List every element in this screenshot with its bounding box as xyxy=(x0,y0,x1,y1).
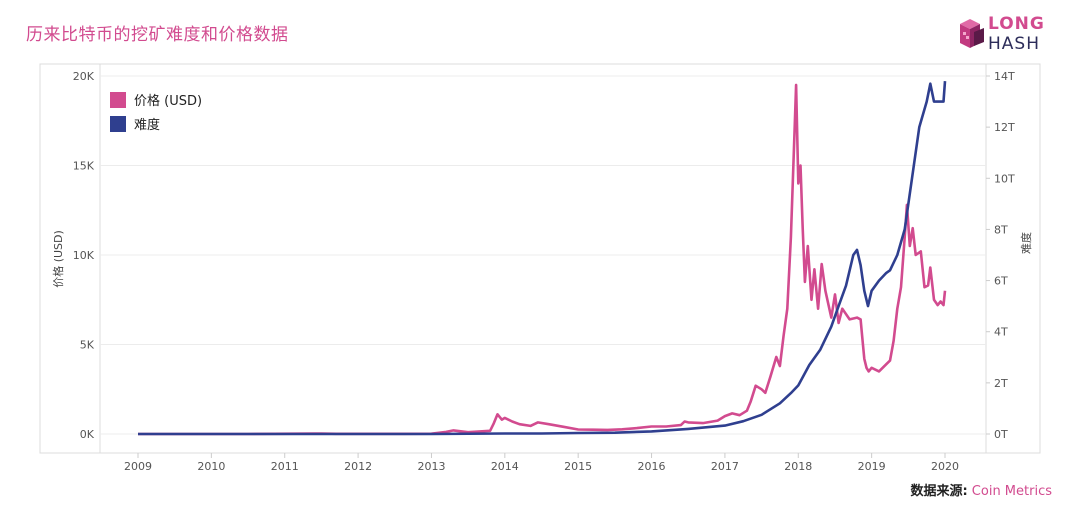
series-line-price xyxy=(138,83,947,436)
x-tick-label: 2015 xyxy=(564,460,592,473)
y-left-tick-label: 5K xyxy=(80,339,95,352)
x-tick-label: 2009 xyxy=(124,460,152,473)
legend-label: 难度 xyxy=(134,117,160,133)
series-lines xyxy=(138,81,947,436)
y-right-tick-label: 14T xyxy=(994,70,1015,83)
y-left-tick-label: 15K xyxy=(73,160,95,173)
x-axis-ticks: 2009 2010 2011 2012 2013 2014 2015 2016 2017 2018… xyxy=(124,453,959,473)
legend-swatch xyxy=(110,116,126,132)
y-right-tick-label: 2T xyxy=(994,377,1008,390)
y-axis-right-ticks: 0T 2T 4T 6T 8T 10T 12T 14T xyxy=(986,70,1015,441)
x-tick-label: 2016 xyxy=(638,460,666,473)
logo-text-long: LONG xyxy=(988,14,1045,34)
source-label: 数据来源: xyxy=(910,484,968,499)
x-tick-label: 2013 xyxy=(417,460,445,473)
y-right-tick-label: 4T xyxy=(994,326,1008,339)
y-right-tick-label: 6T xyxy=(994,275,1008,288)
y-axis-right-label: 难度 xyxy=(1019,232,1033,254)
logo-text-hash: HASH xyxy=(988,34,1040,54)
y-axis-left-label: 价格 (USD) xyxy=(51,230,65,288)
x-tick-label: 2012 xyxy=(344,460,372,473)
y-left-tick-label: 10K xyxy=(73,249,95,262)
source-value: Coin Metrics xyxy=(971,484,1052,499)
chart-title: 历来比特币的挖矿难度和价格数据 xyxy=(26,25,289,45)
x-tick-label: 2019 xyxy=(858,460,886,473)
series-line-difficulty xyxy=(138,81,947,436)
y-right-tick-label: 8T xyxy=(994,223,1008,236)
x-tick-label: 2018 xyxy=(784,460,812,473)
y-right-tick-label: 12T xyxy=(994,121,1015,134)
y-right-tick-label: 10T xyxy=(994,172,1015,185)
y-right-tick-label: 0T xyxy=(994,428,1008,441)
x-tick-label: 2017 xyxy=(711,460,739,473)
longhash-cube-icon xyxy=(960,19,984,48)
legend-swatch xyxy=(110,92,126,108)
y-left-tick-label: 0K xyxy=(80,428,95,441)
data-source: 数据来源: Coin Metrics xyxy=(910,480,1052,499)
plot-frame xyxy=(39,63,1041,454)
y-axis-left-ticks: 0K 5K 10K 15K 20K xyxy=(73,70,95,441)
x-tick-label: 2020 xyxy=(931,460,959,473)
legend-label: 价格 (USD) xyxy=(134,93,202,109)
longhash-logo: LONG HASH xyxy=(958,16,1058,56)
legend: 价格 (USD) 难度 xyxy=(110,92,202,133)
x-tick-label: 2010 xyxy=(197,460,225,473)
y-left-tick-label: 20K xyxy=(73,70,95,83)
x-tick-label: 2011 xyxy=(271,460,299,473)
outer-border xyxy=(39,63,1041,454)
x-tick-label: 2014 xyxy=(491,460,519,473)
